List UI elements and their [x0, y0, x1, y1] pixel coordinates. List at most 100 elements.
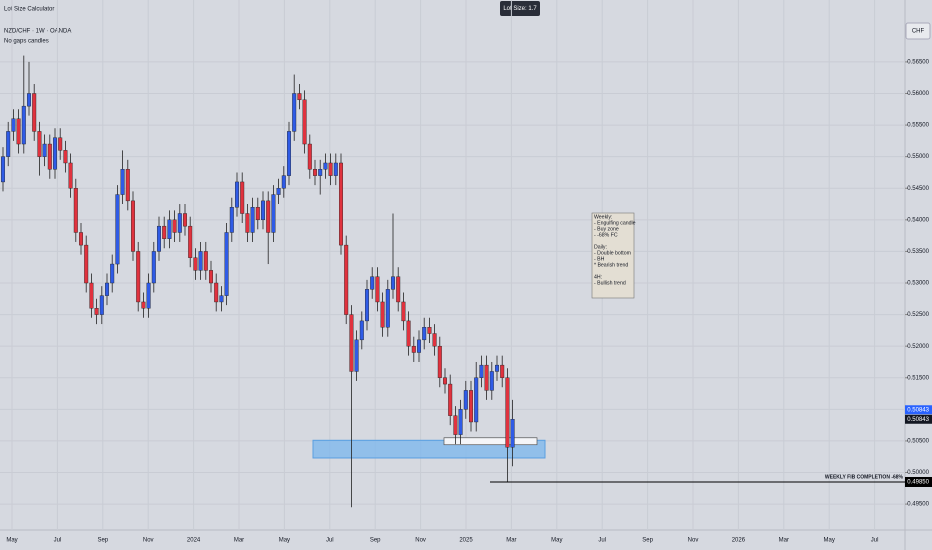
- candle-body: [21, 105, 26, 145]
- candle-body: [27, 93, 32, 107]
- candle-body: [53, 137, 58, 170]
- candle-body: [73, 188, 78, 233]
- candle-body: [375, 276, 380, 303]
- candle-body: [354, 339, 359, 372]
- candle-body: [453, 415, 458, 435]
- candle-body: [313, 169, 318, 176]
- candle-body: [474, 377, 479, 423]
- x-tick-label: 2024: [187, 538, 201, 544]
- note-line: Weekly:: [594, 214, 612, 220]
- candle-body: [250, 206, 255, 233]
- candle-body: [328, 162, 333, 176]
- candle-body: [359, 320, 364, 341]
- candle-body: [182, 213, 187, 227]
- candle-body: [172, 219, 177, 233]
- price-label-bg: [905, 414, 932, 424]
- candle-body: [427, 327, 432, 334]
- candle-body: [120, 169, 125, 195]
- candle-body: [219, 295, 224, 303]
- candle-body: [136, 251, 141, 303]
- candle-body: [344, 244, 349, 315]
- y-tick-label: 0.56500: [907, 59, 929, 65]
- candle-body: [1, 156, 5, 183]
- candle-body: [391, 276, 396, 290]
- note-line: - BH: [594, 256, 605, 262]
- y-tick-label: 0.56000: [907, 91, 929, 97]
- y-tick-label: 0.55500: [907, 123, 929, 129]
- x-tick-label: Jul: [326, 538, 334, 544]
- candle-body: [203, 251, 208, 271]
- candle-body: [396, 276, 401, 303]
- y-tick-label: 0.54000: [907, 217, 929, 223]
- candle-body: [188, 225, 193, 258]
- candle-body: [281, 175, 286, 189]
- candle-body: [245, 213, 250, 233]
- candle-body: [110, 263, 115, 284]
- x-tick-label: Mar: [779, 538, 789, 544]
- y-tick-label: 0.50000: [907, 470, 929, 476]
- x-tick-label: Mar: [506, 538, 516, 544]
- x-tick-label: Jul: [598, 538, 606, 544]
- candle-body: [385, 289, 390, 328]
- x-tick-label: Jul: [871, 538, 879, 544]
- lot-badge[interactable]: Lot Size: 1.7: [503, 6, 537, 12]
- candle-body: [255, 206, 260, 221]
- x-tick-label: 2025: [459, 538, 473, 544]
- y-tick-label: 0.51500: [907, 375, 929, 381]
- y-tick-label: 0.55000: [907, 154, 929, 160]
- candle-body: [47, 143, 52, 170]
- candle-body: [271, 194, 276, 233]
- x-tick-label: Nov: [688, 538, 699, 544]
- note-line: - Engulfing candle: [594, 220, 636, 226]
- x-tick-label: May: [824, 538, 835, 544]
- candle-body: [130, 200, 135, 252]
- fib-label: 0.49850: [907, 480, 929, 486]
- candle-body: [323, 162, 328, 170]
- candle-body: [417, 339, 422, 353]
- candle-body: [443, 377, 448, 385]
- candle-body: [240, 181, 245, 214]
- candle-body: [297, 93, 302, 101]
- candle-body: [6, 131, 11, 157]
- candle-body: [151, 251, 156, 284]
- candle-body: [292, 93, 297, 132]
- candle-body: [125, 169, 130, 202]
- subtitle: No gaps candles: [4, 39, 49, 45]
- candle-body: [401, 301, 406, 322]
- currency: CHF: [912, 29, 925, 35]
- candle-body: [333, 162, 338, 176]
- candle-body: [162, 225, 167, 239]
- y-tick-label: 0.50500: [907, 439, 929, 445]
- symbol-title: NZD/CHF · 1W · OANDA: [4, 29, 71, 35]
- currency-box[interactable]: [905, 22, 931, 40]
- candle-body: [198, 251, 203, 271]
- candle-body: [167, 219, 172, 239]
- note-line: Daily:: [594, 244, 607, 250]
- candle-body: [208, 270, 213, 284]
- candle-body: [32, 93, 37, 132]
- candle-body: [505, 377, 510, 448]
- price-label: 0.50843: [907, 407, 929, 413]
- x-tick-label: Sep: [370, 538, 381, 544]
- candle-body: [58, 137, 63, 151]
- candle-body: [339, 162, 344, 246]
- candle-body: [141, 301, 146, 309]
- candle-body: [99, 295, 104, 315]
- candle-body: [458, 409, 463, 435]
- candle-body: [463, 390, 468, 410]
- candle-body: [115, 194, 120, 265]
- candle-body: [411, 345, 416, 353]
- candle-body: [37, 131, 42, 157]
- candle-body: [261, 200, 266, 221]
- x-tick-label: 2026: [732, 538, 746, 544]
- note-line: 4H:: [594, 274, 602, 280]
- candle-body: [11, 118, 16, 132]
- candle-body: [422, 327, 427, 341]
- candle-body: [302, 99, 307, 145]
- fib-text: WEEKLY FIB COMPLETION -68%: [825, 474, 904, 480]
- candle-body: [318, 169, 323, 176]
- candle-body: [349, 314, 354, 372]
- candle-body: [63, 150, 68, 164]
- candle-body: [89, 282, 94, 309]
